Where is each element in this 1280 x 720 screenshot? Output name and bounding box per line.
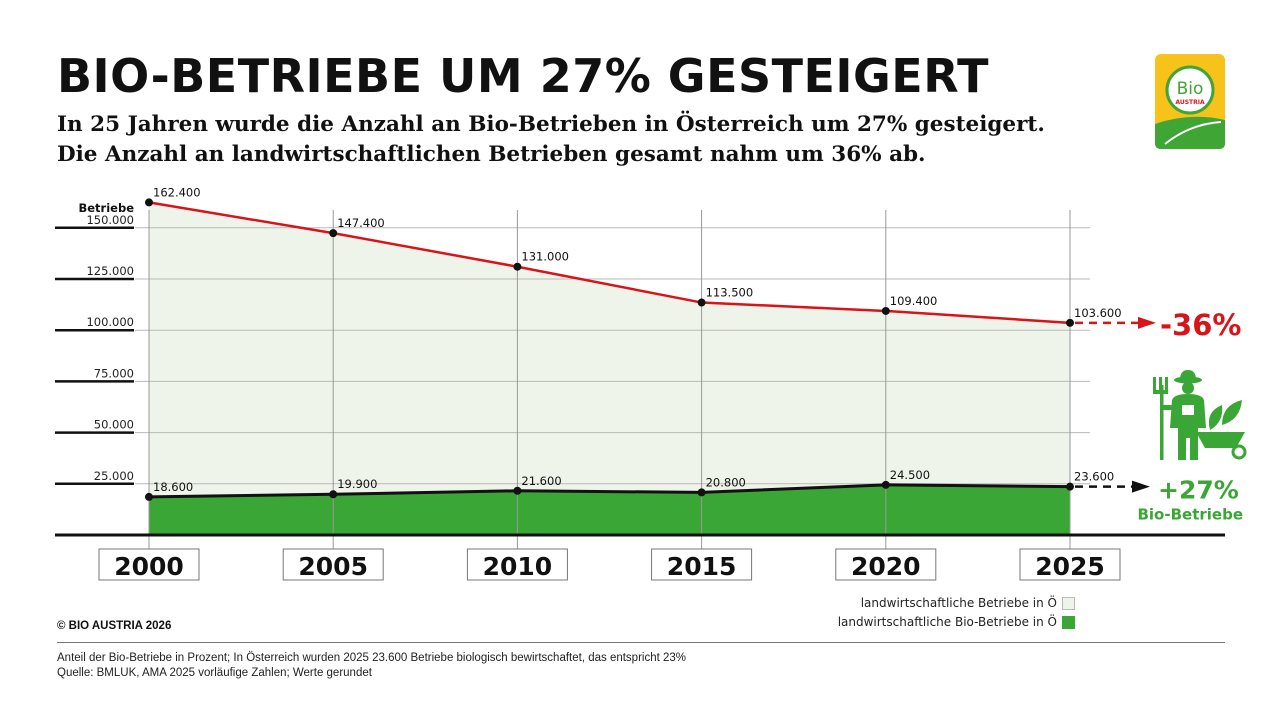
farmer-body <box>1170 394 1206 460</box>
pitchfork-handle <box>1160 385 1164 460</box>
x-tick-box <box>98 548 200 581</box>
line-bio-betriebe <box>148 483 1071 499</box>
x-tick-label: 2010 <box>483 552 553 581</box>
legend: landwirtschaftliche Betriebe in Ö landwi… <box>838 594 1075 632</box>
y-tick-label: 100.000 <box>86 315 134 329</box>
footer-note: Anteil der Bio-Betriebe in Prozent; In Ö… <box>57 652 687 664</box>
bio-austria-logo: Bio AUSTRIA <box>1155 54 1225 149</box>
subtitle-line-2: Die Anzahl an landwirtschaftlichen Betri… <box>57 142 926 167</box>
area-bio-betriebe <box>149 484 1070 535</box>
data-point <box>1066 318 1074 327</box>
y-tick-label: 150.000 <box>86 213 134 227</box>
footer: Anteil der Bio-Betriebe in Prozent; In Ö… <box>57 651 686 681</box>
x-tick-box <box>835 548 937 581</box>
x-tick-box <box>651 548 753 581</box>
leaf-right <box>1222 400 1242 425</box>
y-tick-label: 75.000 <box>94 366 134 380</box>
change-sublabel-bio: Bio-Betriebe <box>1137 506 1243 524</box>
data-point <box>145 492 153 501</box>
data-point <box>513 262 522 271</box>
legend-label: landwirtschaftliche Betriebe in Ö <box>860 596 1057 610</box>
x-tick-label: 2025 <box>1035 552 1105 581</box>
data-label: 18.600 <box>153 480 193 494</box>
x-tick-label: 2000 <box>114 552 184 581</box>
data-label: 23.600 <box>1074 470 1114 484</box>
y-tick-label: 25.000 <box>94 469 134 483</box>
data-label: 162.400 <box>153 185 201 199</box>
x-tick-box <box>466 548 568 581</box>
data-point <box>881 306 890 315</box>
arrow-head-icon <box>1138 316 1156 329</box>
data-point <box>329 490 338 499</box>
legend-swatch-bio <box>1062 616 1075 629</box>
logo-field <box>1155 116 1225 149</box>
leaf-left <box>1208 405 1223 430</box>
data-point <box>697 488 706 497</box>
legend-swatch-total <box>1062 597 1075 610</box>
data-point <box>1066 482 1074 491</box>
copyright: © BIO AUSTRIA 2026 <box>57 620 172 632</box>
logo-text-bio: Bio <box>1177 79 1204 99</box>
x-tick-box <box>1019 548 1121 581</box>
x-tick-label: 2015 <box>667 552 737 581</box>
pitchfork-tines <box>1153 377 1168 394</box>
legend-label: landwirtschaftliche Bio-Betriebe in Ö <box>837 615 1057 629</box>
wheelbarrow-wheel <box>1231 444 1247 460</box>
y-tick-label: 125.000 <box>86 264 134 278</box>
data-label: 24.500 <box>890 468 930 482</box>
arrow-head-icon <box>1132 480 1150 493</box>
wheelbarrow-tray <box>1196 432 1245 448</box>
data-label: 20.800 <box>706 475 746 489</box>
data-label: 131.000 <box>521 250 569 264</box>
data-point <box>145 198 153 207</box>
logo-circle <box>1165 65 1215 115</box>
data-label: 113.500 <box>706 286 754 300</box>
subtitle-line-1: In 25 Jahren wurde die Anzahl an Bio-Bet… <box>57 112 1045 137</box>
legend-item-bio: landwirtschaftliche Bio-Betriebe in Ö <box>838 613 1075 632</box>
subtitle: In 25 Jahren wurde die Anzahl an Bio-Bet… <box>57 110 1045 170</box>
y-tick-label: 50.000 <box>94 418 134 432</box>
farmer-arm <box>1163 405 1175 410</box>
footer-source: Quelle: BMLUK, AMA 2025 vorläufige Zahle… <box>57 667 372 679</box>
data-label: 109.400 <box>890 294 938 308</box>
data-label: 103.600 <box>1074 306 1122 320</box>
page-title: BIO-BETRIEBE UM 27% GESTEIGERT <box>57 49 989 103</box>
y-axis-title: Betriebe <box>78 201 134 215</box>
data-point <box>697 298 706 307</box>
farmer-head <box>1182 382 1194 394</box>
footer-divider <box>57 642 1225 643</box>
data-label: 21.600 <box>521 474 561 488</box>
line-total-betriebe <box>148 201 1071 325</box>
data-label: 147.400 <box>337 216 385 230</box>
change-label-total: -36% <box>1160 308 1241 342</box>
x-tick-label: 2005 <box>298 552 368 581</box>
x-tick-label: 2020 <box>851 552 921 581</box>
change-label-bio: +27% <box>1158 476 1239 505</box>
legend-item-total: landwirtschaftliche Betriebe in Ö <box>838 594 1075 613</box>
farmer-hat-top <box>1180 370 1196 380</box>
data-label: 19.900 <box>337 477 377 491</box>
logo-text-austria: AUSTRIA <box>1175 99 1205 106</box>
x-tick-box <box>282 548 384 581</box>
data-point <box>881 480 890 489</box>
area-total-betriebe <box>149 202 1070 536</box>
data-point <box>329 229 338 238</box>
data-point <box>513 486 522 495</box>
farmer-with-wheelbarrow-icon <box>1153 370 1247 460</box>
farmer-pocket <box>1182 405 1194 415</box>
